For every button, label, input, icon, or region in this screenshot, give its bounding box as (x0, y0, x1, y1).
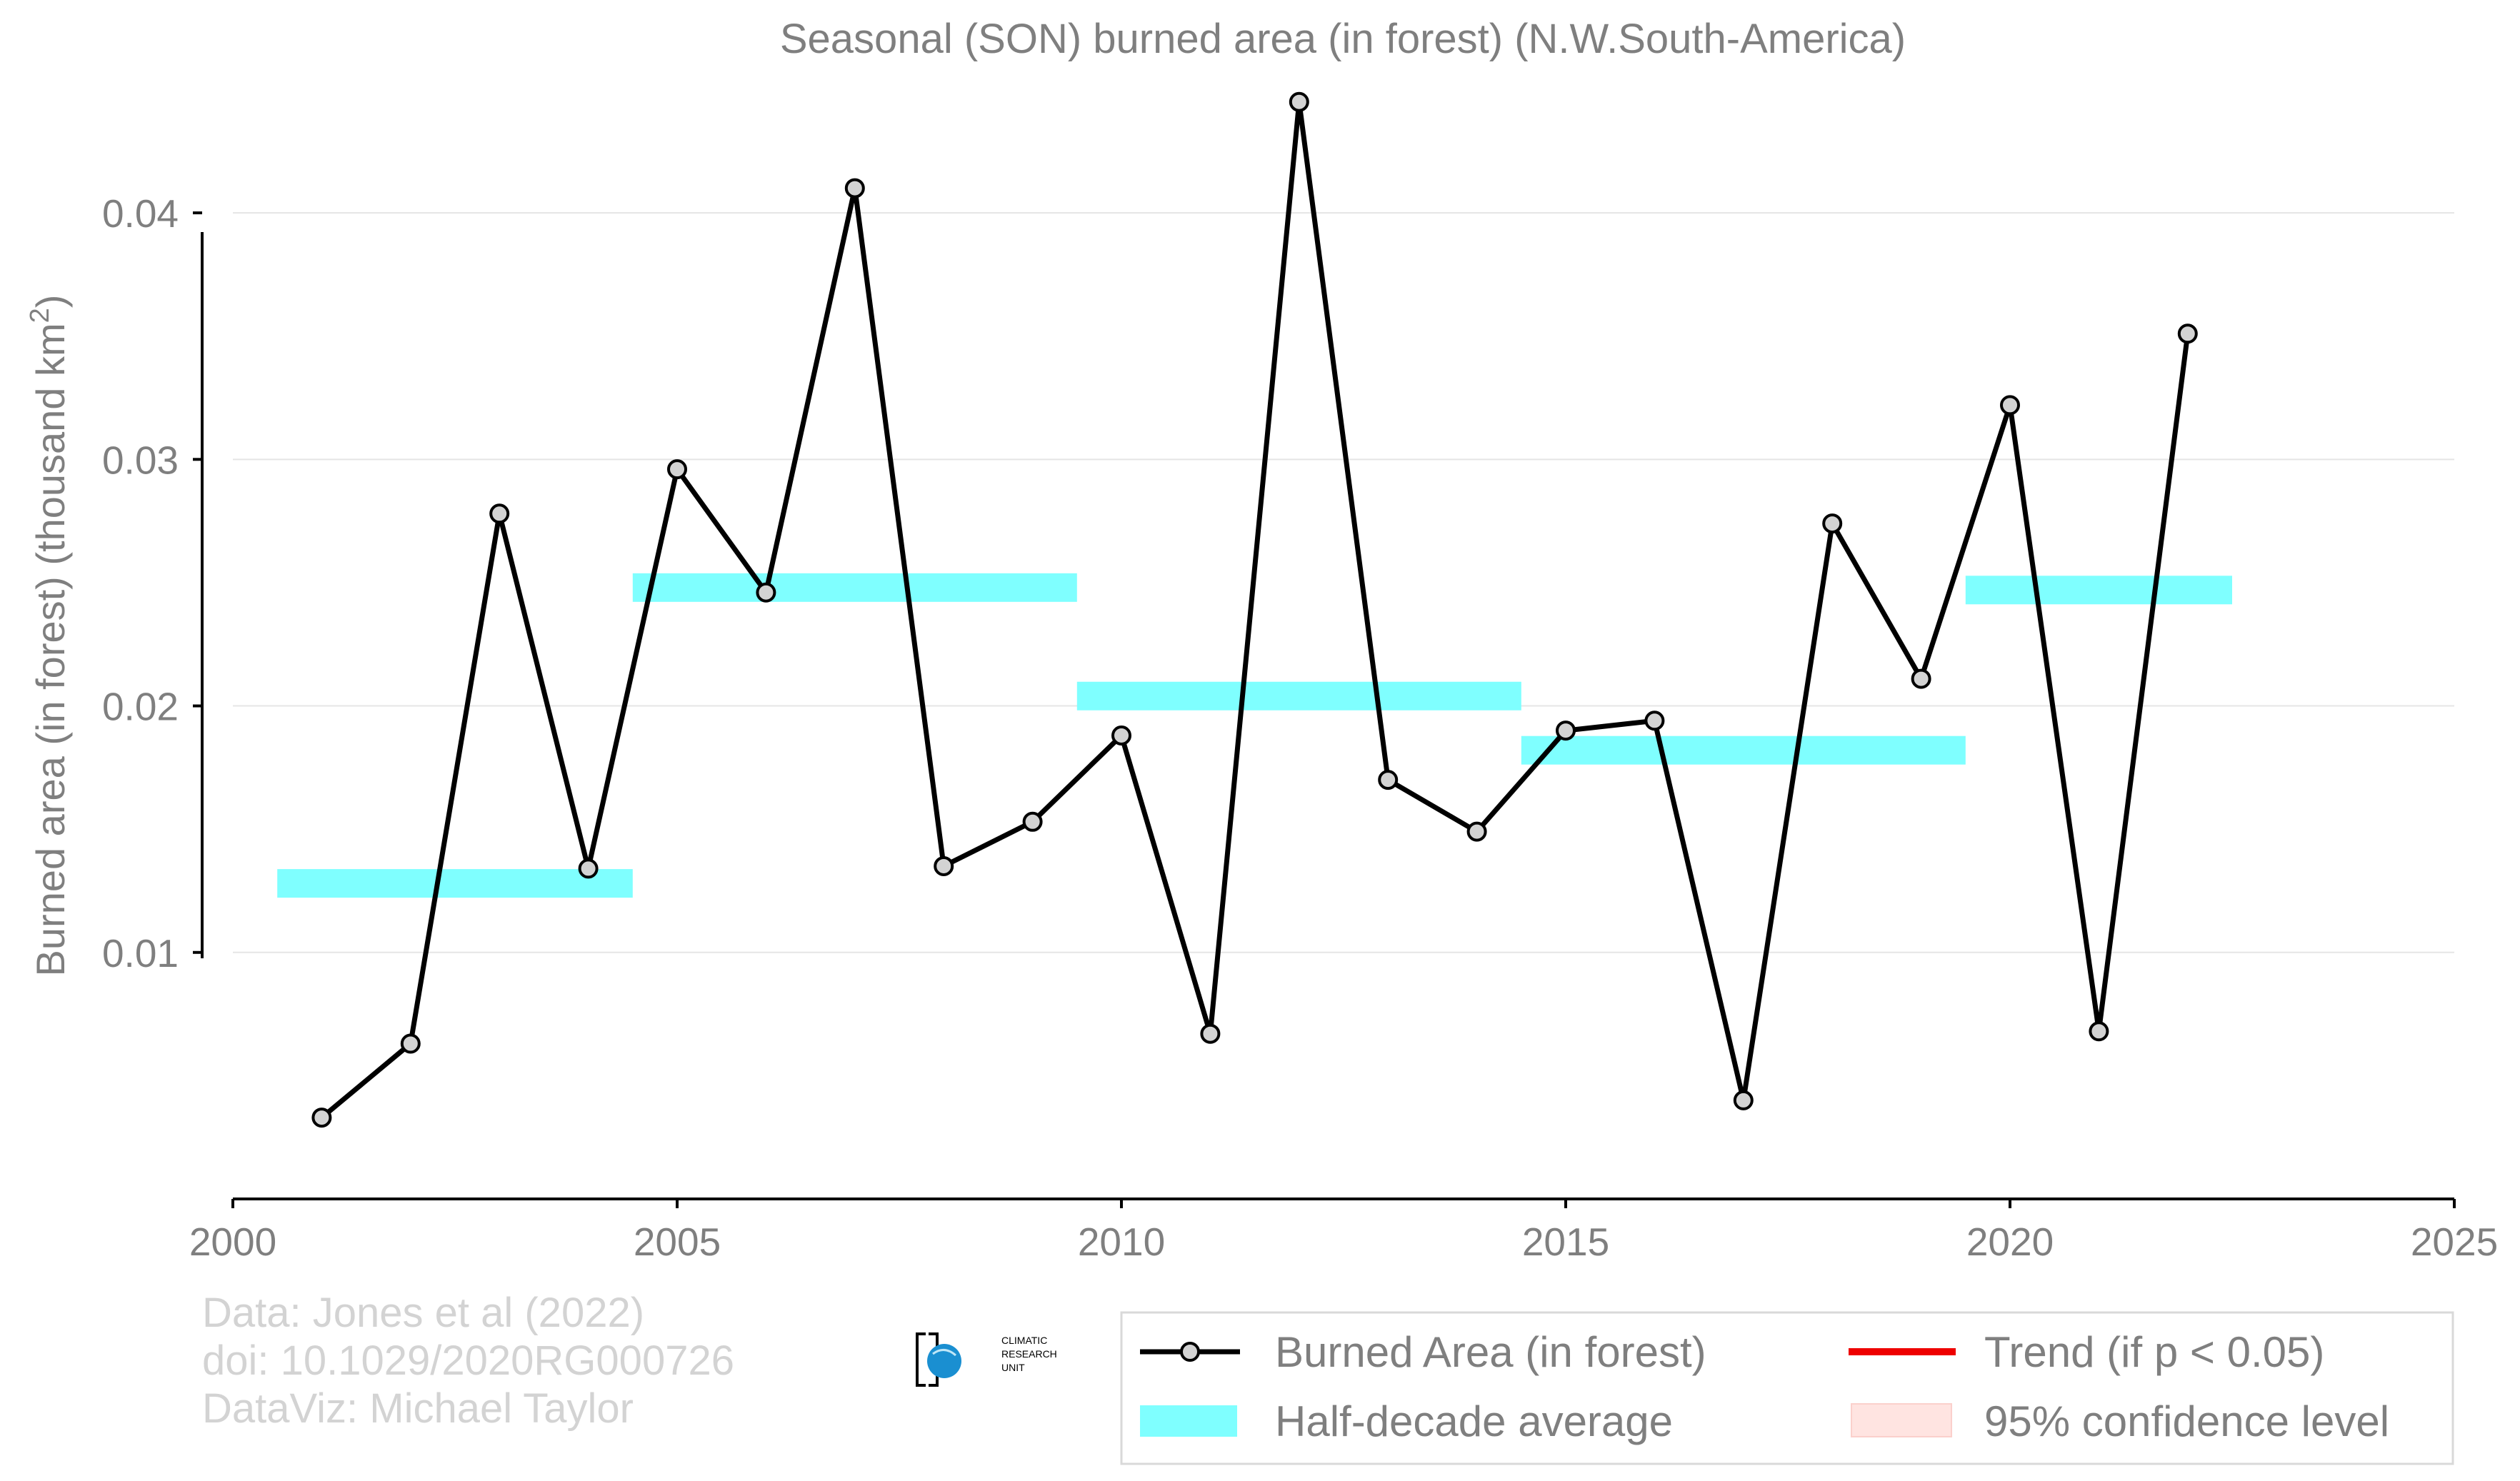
y-axis-ticks: 0.01 0.02 0.03 0.04 (102, 191, 202, 975)
legend-box (1120, 1311, 2454, 1465)
data-point (1022, 811, 1043, 832)
y-tick-label: 0.03 (102, 438, 179, 482)
half-decade-band (1521, 736, 1966, 765)
half-decade-band (1965, 576, 2232, 605)
data-point (1466, 821, 1487, 842)
half-decade-bands (277, 573, 2232, 898)
y-axis-title-main: Burned area (in forest) (thousand km (28, 323, 73, 976)
data-point (2000, 395, 2020, 416)
legend: Burned Area (in forest) Trend (if p < 0.… (1120, 1311, 2454, 1465)
burned-area-markers (311, 91, 2198, 1128)
data-point (311, 1108, 332, 1128)
data-point (1378, 770, 1399, 790)
logo-text-unit: UNIT (1001, 1362, 1025, 1373)
credit-dataviz: DataViz: Michael Taylor (202, 1385, 634, 1432)
y-tick-label: 0.02 (102, 685, 179, 729)
legend-item-burned-area: Burned Area (in forest) (1140, 1328, 1706, 1376)
cru-logo: CLIMATIC RESEARCH UNIT (916, 1332, 1057, 1387)
logo-text-climatic: CLIMATIC (1001, 1335, 1047, 1346)
y-axis-title-sup: 2 (25, 308, 55, 323)
legend-label-half-decade: Half-decade average (1275, 1397, 1673, 1445)
data-point (400, 1033, 421, 1054)
half-decade-band (277, 869, 633, 898)
logo-bracket-left (916, 1332, 926, 1387)
legend-item-half-decade: Half-decade average (1140, 1397, 1673, 1445)
legend-label-trend: Trend (if p < 0.05) (1984, 1328, 2324, 1376)
data-point (756, 582, 776, 603)
data-point (1822, 513, 1843, 534)
data-point (1111, 725, 1131, 745)
half-decade-band (632, 573, 1077, 602)
x-tick-label: 2010 (1078, 1220, 1165, 1264)
data-point (2089, 1021, 2109, 1042)
y-tick-label: 0.01 (102, 931, 179, 975)
data-point (1644, 711, 1665, 731)
y-axis-title: Burned area (in forest) (thousand km2) (25, 295, 73, 977)
legend-swatch-burned-area-marker (1180, 1342, 1200, 1362)
data-point (578, 858, 599, 879)
legend-item-trend: Trend (if p < 0.05) (1849, 1328, 2324, 1376)
credit-data-source: Data: Jones et al (2022) (202, 1290, 644, 1336)
legend-label-burned-area: Burned Area (in forest) (1275, 1328, 1706, 1376)
y-axis-title-close: ) (28, 295, 73, 308)
legend-swatch-half-decade (1140, 1405, 1237, 1437)
data-point (2177, 323, 2198, 344)
legend-item-confidence: 95% confidence level (1851, 1397, 2389, 1445)
data-point (1556, 721, 1576, 741)
legend-label-confidence: 95% confidence level (1984, 1397, 2389, 1445)
data-point (844, 178, 865, 199)
y-tick-label: 0.04 (102, 191, 179, 236)
x-tick-label: 2015 (1522, 1220, 1609, 1264)
x-tick-label: 2025 (2411, 1220, 2498, 1264)
logo-globe-highlight (932, 1349, 956, 1357)
data-point (1200, 1023, 1221, 1044)
x-tick-label: 2020 (1966, 1220, 2054, 1264)
legend-swatch-confidence (1851, 1403, 1952, 1437)
data-point (1289, 91, 1309, 112)
chart-title: Seasonal (SON) burned area (in forest) (… (780, 16, 1906, 62)
data-point (1733, 1090, 1754, 1110)
burned-area-line (320, 99, 2191, 1120)
data-point (667, 459, 687, 480)
data-point (1911, 668, 1931, 689)
data-point (934, 855, 954, 876)
data-point (489, 503, 510, 524)
credit-doi: doi: 10.1029/2020RG000726 (202, 1337, 734, 1384)
logo-text-research: RESEARCH (1001, 1348, 1057, 1360)
x-tick-label: 2005 (634, 1220, 721, 1264)
half-decade-band (1076, 681, 1521, 711)
x-axis-ticks: 2000 2005 2010 2015 2020 2025 (189, 1199, 2498, 1264)
x-tick-label: 2000 (189, 1220, 276, 1264)
